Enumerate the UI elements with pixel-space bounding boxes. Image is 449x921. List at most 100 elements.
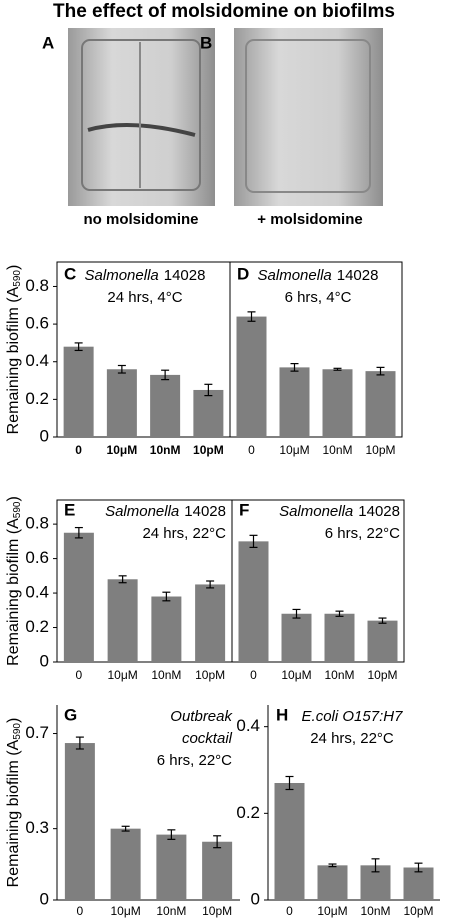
photo-b	[234, 28, 383, 206]
panel-annotation: Salmonella 14028	[85, 267, 206, 284]
x-tick-label: 10μM	[317, 904, 347, 918]
error-bar	[247, 311, 256, 322]
panel-letter: F	[239, 500, 249, 519]
bar	[107, 579, 138, 662]
x-tick-label: 0	[248, 443, 255, 457]
x-tick-label: 10nM	[150, 443, 181, 457]
annotation-part: 14028	[337, 267, 379, 284]
bar	[279, 367, 310, 437]
annotation-part: 6 hrs, 22°C	[157, 752, 232, 769]
y-tick-label: 0.6	[25, 548, 49, 567]
error-bar	[117, 364, 126, 374]
annotation-part: 24 hrs, 22°C	[310, 730, 394, 747]
photo-letter: A	[42, 33, 54, 52]
annotation-part: Salmonella	[258, 267, 332, 284]
error-bar	[376, 366, 385, 376]
x-tick-label: 10nM	[151, 668, 181, 682]
x-tick-label: 10nM	[324, 668, 354, 682]
error-bar	[167, 829, 176, 840]
bar	[281, 613, 312, 662]
bar	[202, 841, 233, 900]
bar	[274, 783, 305, 900]
y-tick-label: 0.8	[25, 514, 49, 533]
annotation-part: Outbreak	[170, 708, 233, 725]
bar	[64, 743, 95, 900]
y-axis-label: Remaining biofilm (A590)	[5, 265, 22, 435]
y-tick-label: 0.4	[236, 716, 260, 735]
bar	[324, 613, 355, 662]
x-tick-label: 0	[77, 904, 84, 918]
x-tick-label: 10μM	[110, 904, 140, 918]
x-tick-label: 10pM	[202, 904, 232, 918]
y-tick-label: 0.7	[25, 723, 49, 742]
error-bar	[371, 858, 380, 873]
error-bar	[414, 862, 423, 873]
panel-frame	[231, 499, 405, 663]
error-bar	[333, 367, 342, 371]
annotation-part: Salmonella	[105, 503, 179, 520]
annotation-part: 14028	[164, 267, 206, 284]
error-bar	[75, 736, 84, 750]
y-axis-label-end: )	[5, 718, 22, 723]
panel-annotation: E.coli O157:H7	[302, 708, 404, 725]
bar	[63, 346, 94, 437]
y-axis-label-end: )	[5, 496, 22, 501]
panel-annotation: 6 hrs, 4°C	[285, 289, 352, 306]
annotation-part: 14028	[184, 503, 226, 520]
x-tick-label: 0	[75, 443, 82, 457]
error-bar	[328, 863, 337, 868]
y-tick-label: 0	[251, 889, 260, 908]
x-tick-label: 10μM	[107, 668, 137, 682]
annotation-part: Salmonella	[279, 503, 353, 520]
y-tick-label: 0.2	[25, 617, 49, 636]
y-axis-label: Remaining biofilm (A590)	[5, 496, 22, 666]
annotation-part: 6 hrs, 22°C	[325, 525, 400, 542]
x-tick-label: 10pM	[195, 668, 225, 682]
y-axis-label-text: Remaining biofilm (A	[5, 286, 22, 434]
error-bar	[285, 775, 294, 791]
panel-letter: E	[64, 500, 75, 519]
photo-a	[68, 28, 215, 206]
bar	[150, 374, 181, 437]
annotation-part: 6 hrs, 4°C	[285, 289, 352, 306]
annotation-part: 14028	[358, 503, 400, 520]
x-tick-label: 10nM	[322, 443, 352, 457]
bar	[317, 865, 348, 900]
bar	[195, 584, 226, 662]
error-bar	[74, 342, 83, 352]
bar	[236, 316, 267, 437]
y-axis-label-text: Remaining biofilm (A	[5, 739, 22, 887]
x-tick-label: 0	[286, 904, 293, 918]
y-tick-label: 0	[40, 651, 49, 670]
panel-letter: C	[64, 264, 76, 283]
error-bar	[335, 610, 344, 617]
error-bar	[378, 617, 387, 624]
photo-caption: no molsidomine	[83, 211, 198, 228]
y-tick-label: 0	[40, 426, 49, 445]
x-tick-label: 10pM	[193, 443, 224, 457]
panel-annotation: Salmonella 14028	[105, 503, 226, 520]
photo-letter: B	[200, 33, 212, 52]
bar	[238, 541, 269, 662]
y-axis-label-end: )	[5, 265, 22, 270]
y-axis-label-text: Remaining biofilm (A	[5, 518, 22, 666]
y-tick-label: 0.8	[25, 276, 49, 295]
bar	[106, 369, 137, 437]
bar	[367, 620, 398, 662]
panel-annotation: Salmonella 14028	[258, 267, 379, 284]
x-tick-label: 10μM	[281, 668, 311, 682]
annotation-part: cocktail	[182, 730, 233, 747]
panel-frame	[229, 261, 403, 438]
x-tick-label: 0	[250, 668, 257, 682]
x-tick-label: 10pM	[365, 443, 395, 457]
panel-annotation: cocktail	[182, 730, 233, 747]
figure-title: The effect of molsidomine on biofilms	[53, 1, 395, 22]
panel-letter: G	[64, 705, 77, 724]
y-tick-label: 0.2	[25, 389, 49, 408]
panel-letter: D	[237, 264, 249, 283]
y-tick-label: 0.6	[25, 314, 49, 333]
error-bar	[161, 369, 170, 381]
bar	[365, 371, 396, 437]
panel-annotation: 24 hrs, 22°C	[310, 730, 394, 747]
